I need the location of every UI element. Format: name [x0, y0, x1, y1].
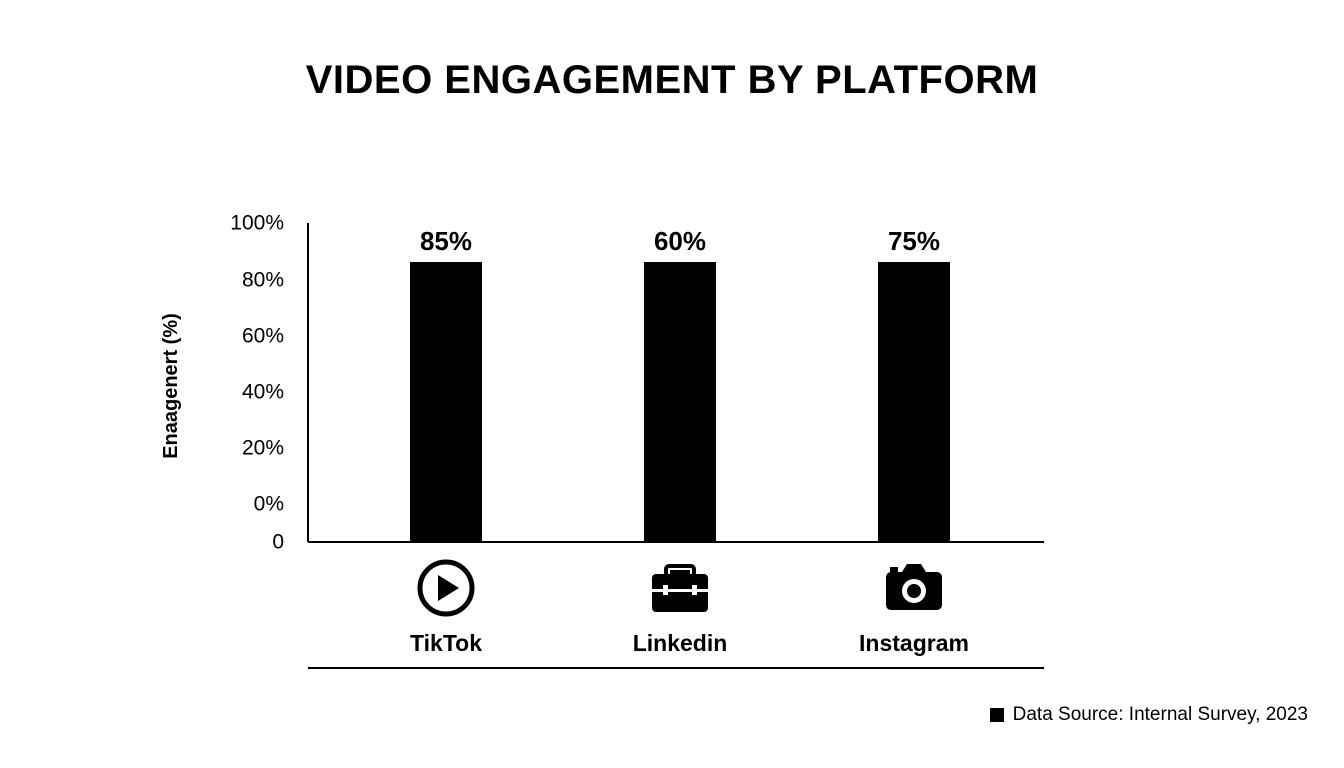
y-axis-ticks: 100% 80% 60% 40% 20% 0% 0	[230, 212, 284, 554]
chart-title: VIDEO ENGAGEMENT BY PLATFORM	[305, 58, 1039, 102]
y-tick-label: 0	[272, 531, 284, 554]
data-label: 75%	[888, 226, 940, 256]
data-source-note: Data Source: Internal Survey, 2023	[989, 704, 1308, 726]
bars	[410, 262, 950, 542]
y-tick-label: 60%	[242, 325, 284, 348]
data-label: 60%	[654, 226, 706, 256]
y-tick-label: 80%	[242, 269, 284, 292]
y-axis-label-group: Enaagenert (%)	[160, 313, 182, 459]
bar-tiktok	[410, 262, 482, 542]
data-source-text: Data Source: Internal Survey, 2023	[1012, 704, 1308, 725]
y-tick-label: 100%	[230, 212, 284, 235]
y-axis-label: Enaagenert (%)	[160, 313, 182, 459]
data-labels: 85% 60% 75%	[420, 226, 940, 256]
legend-square-icon	[989, 708, 1004, 722]
category-label: Instagram	[859, 630, 969, 656]
category-label: Linkedin	[633, 630, 728, 656]
y-tick-label: 20%	[242, 437, 284, 460]
bar-linkedin	[644, 262, 716, 542]
category-labels: TikTok Linkedin Instagram	[410, 630, 969, 656]
y-tick-label: 0%	[254, 493, 284, 516]
briefcase-icon	[652, 564, 708, 612]
play-icon	[417, 559, 475, 617]
category-icons	[417, 559, 942, 617]
bar-instagram	[878, 262, 950, 542]
data-label: 85%	[420, 226, 472, 256]
category-label: TikTok	[410, 630, 482, 656]
camera-icon	[886, 564, 942, 610]
y-tick-label: 40%	[242, 381, 284, 404]
